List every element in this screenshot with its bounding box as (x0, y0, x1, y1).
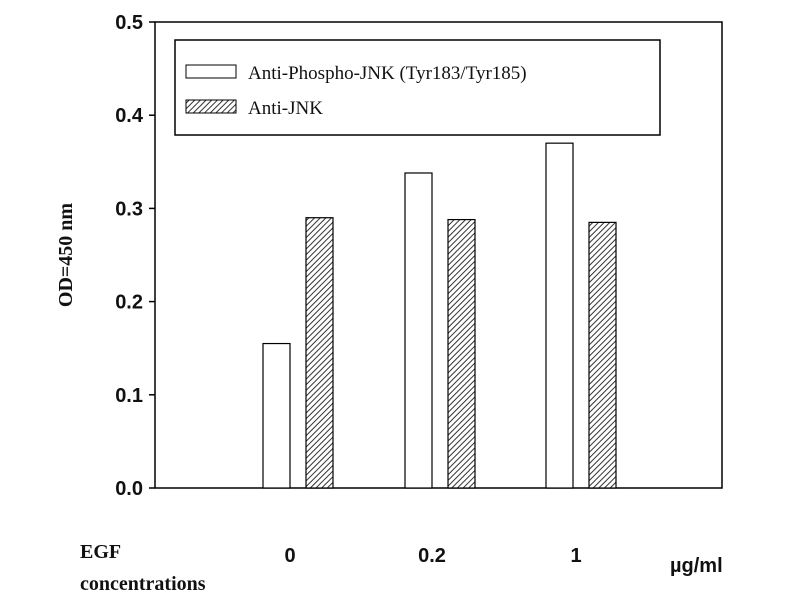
bar-anti-jnk-0 (305, 217, 334, 489)
y-tick-label: 0.0 (115, 478, 143, 500)
legend-swatch-white (185, 64, 237, 79)
plot-frame (154, 21, 723, 489)
x-label-line-1: EGF (80, 541, 121, 563)
y-tick-label: 0.2 (115, 292, 143, 314)
legend-label-phospho: Anti-Phospho-JNK (Tyr183/Tyr185) (248, 63, 527, 84)
y-tick-label: 0.5 (115, 12, 143, 34)
y-tick-label: 0.4 (115, 105, 144, 127)
legend-box (174, 39, 661, 136)
bar-anti-jnk-0.2 (447, 218, 476, 489)
bar-phospho-jnk-0.2 (404, 172, 433, 489)
x-category-label: 0 (284, 545, 295, 567)
x-label-line-2: concentrations (80, 573, 206, 595)
bar-phospho-jnk-1 (545, 142, 574, 489)
legend-label-jnk: Anti-JNK (248, 98, 323, 119)
y-tick-label: 0.3 (115, 198, 143, 220)
legend-swatch-hatched (185, 99, 237, 114)
y-axis-label: OD=450 nm (55, 203, 77, 308)
y-tick-label: 0.1 (115, 385, 143, 407)
legend: Anti-Phospho-JNK (Tyr183/Tyr185) Anti-JN… (174, 39, 661, 136)
x-category-label: 1 (570, 545, 581, 567)
bar-anti-jnk-1 (588, 221, 617, 489)
bar-phospho-jnk-0 (262, 342, 291, 489)
x-unit-label: µg/ml (670, 555, 723, 577)
x-category-label: 0.2 (418, 545, 446, 567)
